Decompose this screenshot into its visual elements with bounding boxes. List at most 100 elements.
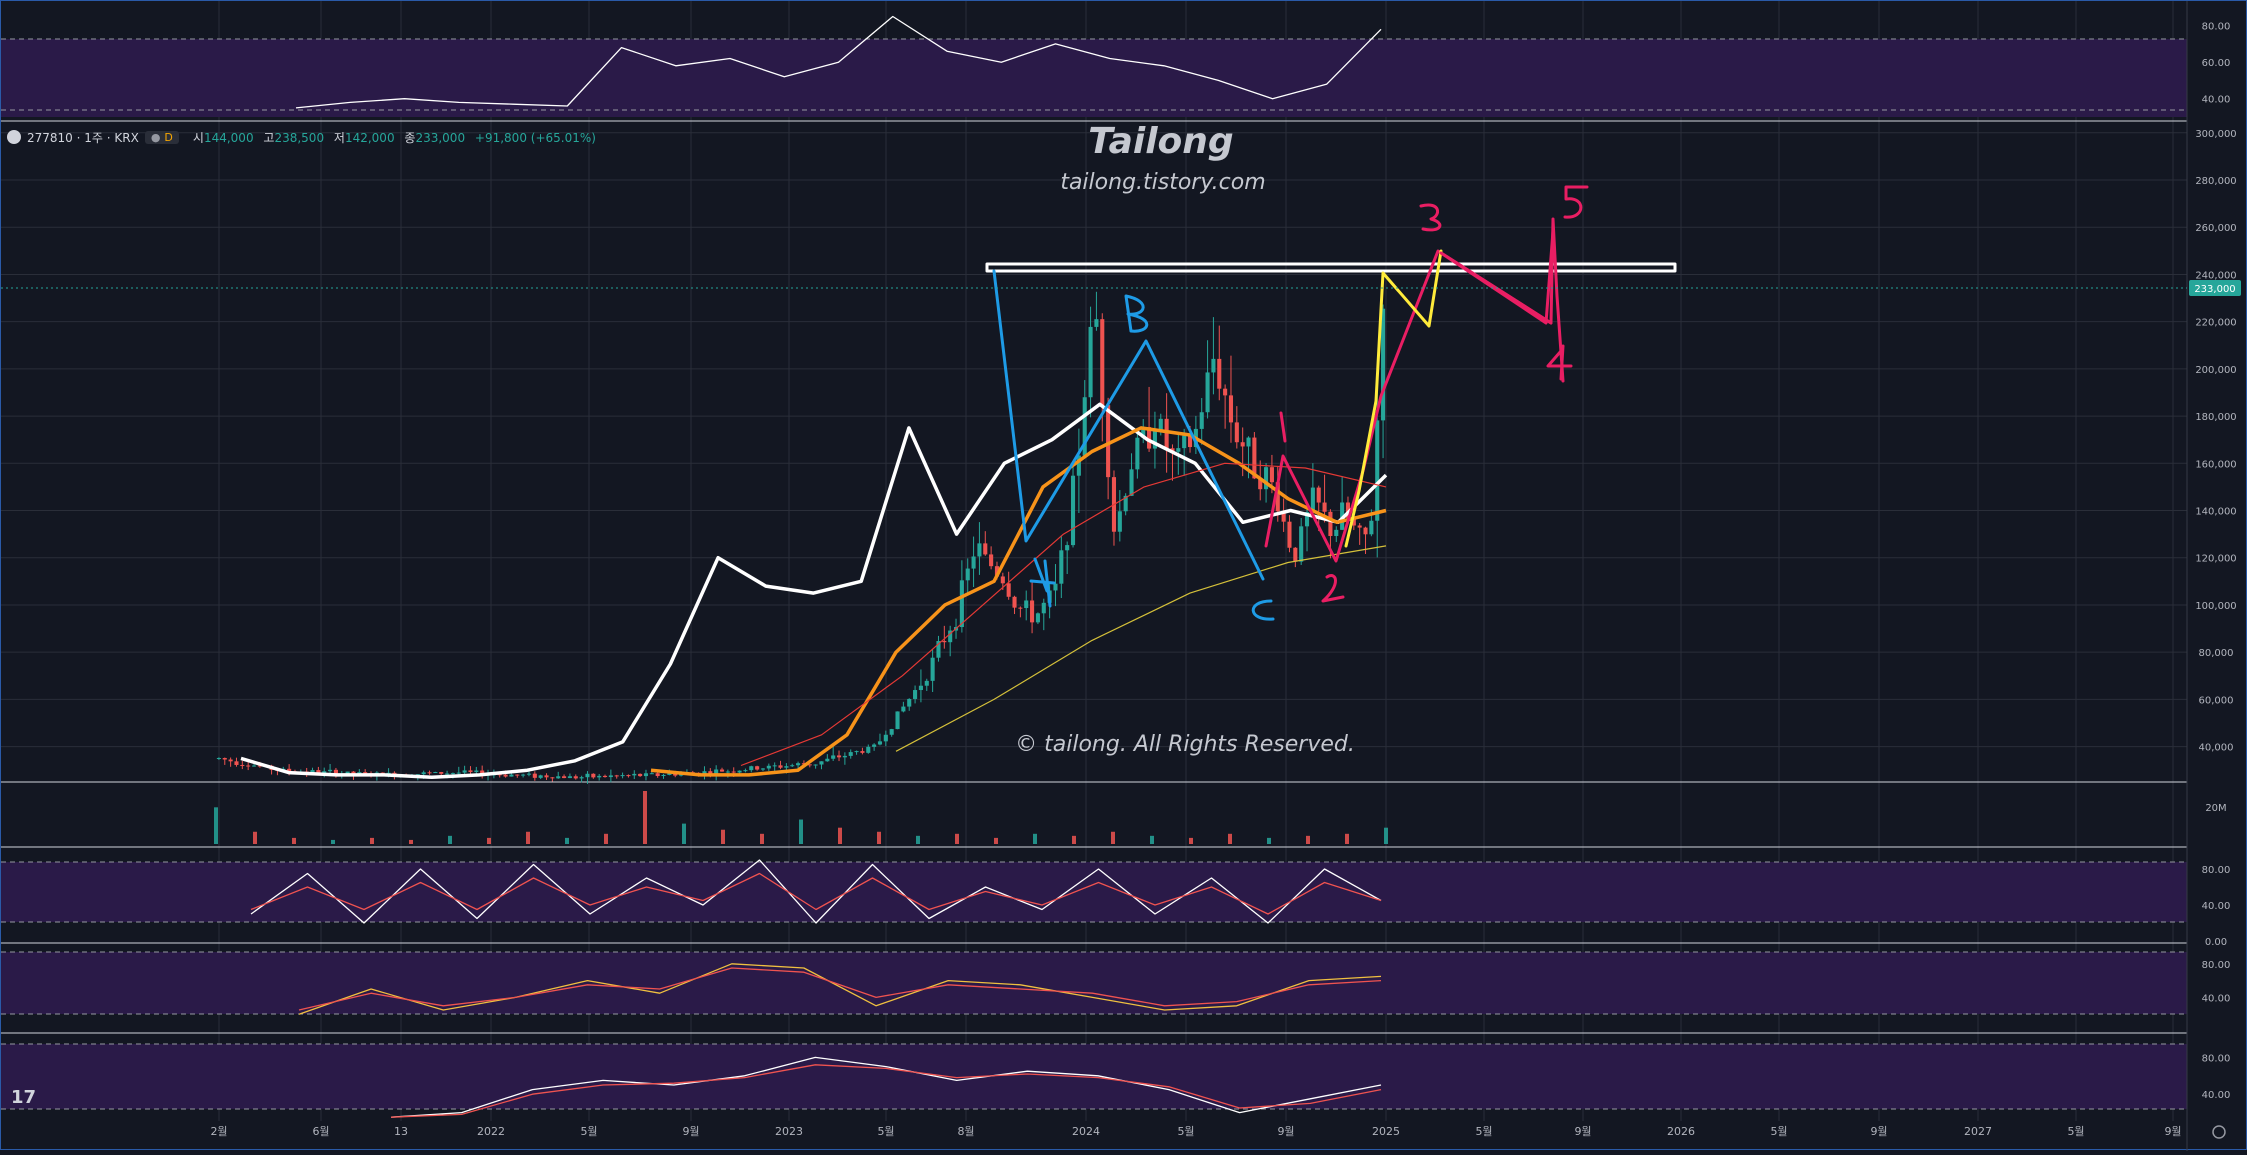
candle-body xyxy=(526,773,532,775)
low-label: 저 xyxy=(333,130,345,145)
last-price-value: 233,000 xyxy=(2194,284,2235,295)
candle-body xyxy=(1041,602,1046,614)
volume-bar xyxy=(760,833,764,844)
candle-body xyxy=(251,765,257,767)
candle-body xyxy=(521,774,526,776)
candle-body xyxy=(872,744,877,747)
candle-body xyxy=(474,770,479,772)
volume-bar xyxy=(604,833,608,844)
candle-body xyxy=(632,773,637,776)
settings-gear-icon[interactable] xyxy=(2212,1125,2226,1139)
time-tick-label: 5월 xyxy=(2067,1125,2084,1138)
candle-body xyxy=(842,755,847,758)
price-tick-label: 40,000 xyxy=(2199,743,2234,754)
label-B xyxy=(1124,294,1149,333)
volume-bar xyxy=(1033,833,1037,844)
timeframe-badge[interactable]: ● D xyxy=(144,130,179,144)
candle-body xyxy=(1234,422,1239,443)
candle-body xyxy=(1024,600,1029,609)
candle-body xyxy=(1310,487,1315,513)
candle-body xyxy=(819,761,824,765)
ma-line xyxy=(650,426,1387,777)
price-tick-label: 120,000 xyxy=(2195,554,2236,565)
candle-body xyxy=(1269,467,1274,483)
price-tick-label: 60,000 xyxy=(2199,695,2234,706)
volume-bar xyxy=(721,829,725,844)
candle-body xyxy=(567,776,572,779)
candle-body xyxy=(895,711,900,730)
candle-body xyxy=(1304,512,1310,527)
last-price-badge xyxy=(2189,280,2241,296)
candle-body xyxy=(766,765,771,769)
time-tick-label: 5월 xyxy=(1475,1125,1492,1138)
ma-line xyxy=(740,462,1387,767)
volume-bar xyxy=(331,839,335,844)
indicator-tick-label: 40.00 xyxy=(2202,1090,2231,1101)
symbol-code[interactable]: 277810 · 1주 · KRX xyxy=(27,130,139,145)
watermark-copyright: © tailong. All Rights Reserved. xyxy=(1015,732,1355,757)
candle-body xyxy=(1082,397,1087,456)
time-tick-label: 2027 xyxy=(1964,1125,1992,1138)
candle-body xyxy=(1053,583,1058,591)
candle-body xyxy=(608,775,613,778)
candle-body xyxy=(1187,435,1193,448)
high-label: 고 xyxy=(263,130,275,145)
candle-body xyxy=(936,641,941,658)
time-tick-label: 5월 xyxy=(1770,1125,1787,1138)
candle-body xyxy=(228,759,233,762)
candle-body xyxy=(731,771,736,773)
abc-correction-line xyxy=(992,269,1265,581)
time-axis[interactable]: 2월 6월 13 2022 5월 9월 2023 5월 8월 2024 5월 9월 2025 5월 9월 20… xyxy=(210,1125,2181,1138)
candle-body xyxy=(433,772,438,774)
volume-bar xyxy=(1072,835,1076,844)
indicator-tick-label: 80.00 xyxy=(2202,865,2231,876)
candle-body xyxy=(1030,600,1035,623)
label-2 xyxy=(1321,574,1345,603)
volume-scale-label: 20M xyxy=(2205,803,2226,814)
candle-body xyxy=(1217,358,1222,389)
candle-body xyxy=(989,554,994,567)
candle-body xyxy=(1351,517,1356,526)
volume-bar xyxy=(409,839,413,844)
volume-bar xyxy=(1150,835,1154,844)
indicator-line xyxy=(390,1064,1382,1118)
candle-body xyxy=(363,772,368,774)
open-label: 시 xyxy=(192,130,204,145)
watermark-url: tailong.tistory.com xyxy=(1060,170,1265,195)
low-value: 142,000 xyxy=(344,130,395,145)
candle-body xyxy=(971,556,976,569)
candle-body xyxy=(924,680,929,686)
tradingview-logo-icon[interactable]: 17 xyxy=(11,1087,37,1108)
candle-body xyxy=(538,775,543,778)
label-5 xyxy=(1563,185,1589,219)
candle-body xyxy=(351,771,356,775)
candle-body xyxy=(503,774,508,777)
time-tick-label: 2024 xyxy=(1072,1125,1100,1138)
oscillator-3-pane xyxy=(1,1044,2187,1109)
volume-bar xyxy=(370,837,374,844)
candle-body xyxy=(796,763,801,766)
candle-body xyxy=(456,772,461,774)
volume-bar xyxy=(1189,837,1193,844)
time-tick-label: 9월 xyxy=(1277,1125,1294,1138)
candle-body xyxy=(708,771,713,774)
indicator-tick-label: 40.00 xyxy=(2202,901,2231,912)
indicator-line xyxy=(298,967,1382,1011)
candle-body xyxy=(1106,405,1111,478)
candle-body xyxy=(1176,448,1181,452)
timeframe-badge-label: D xyxy=(164,130,173,144)
candle-body xyxy=(714,769,719,774)
volume-bar xyxy=(565,837,569,844)
open-value: 144,000 xyxy=(203,130,254,145)
candle-body xyxy=(719,769,725,772)
candle-body xyxy=(1345,502,1351,518)
candle-body xyxy=(1182,435,1187,449)
candle-body xyxy=(831,755,836,759)
price-axis[interactable]: 300,000 280,000 260,000 240,000 220,000 200,0… xyxy=(2195,22,2236,1102)
candle-body xyxy=(1211,358,1216,373)
high-value: 238,500 xyxy=(274,130,325,145)
candle-body xyxy=(848,752,853,756)
candle-body xyxy=(626,775,631,777)
